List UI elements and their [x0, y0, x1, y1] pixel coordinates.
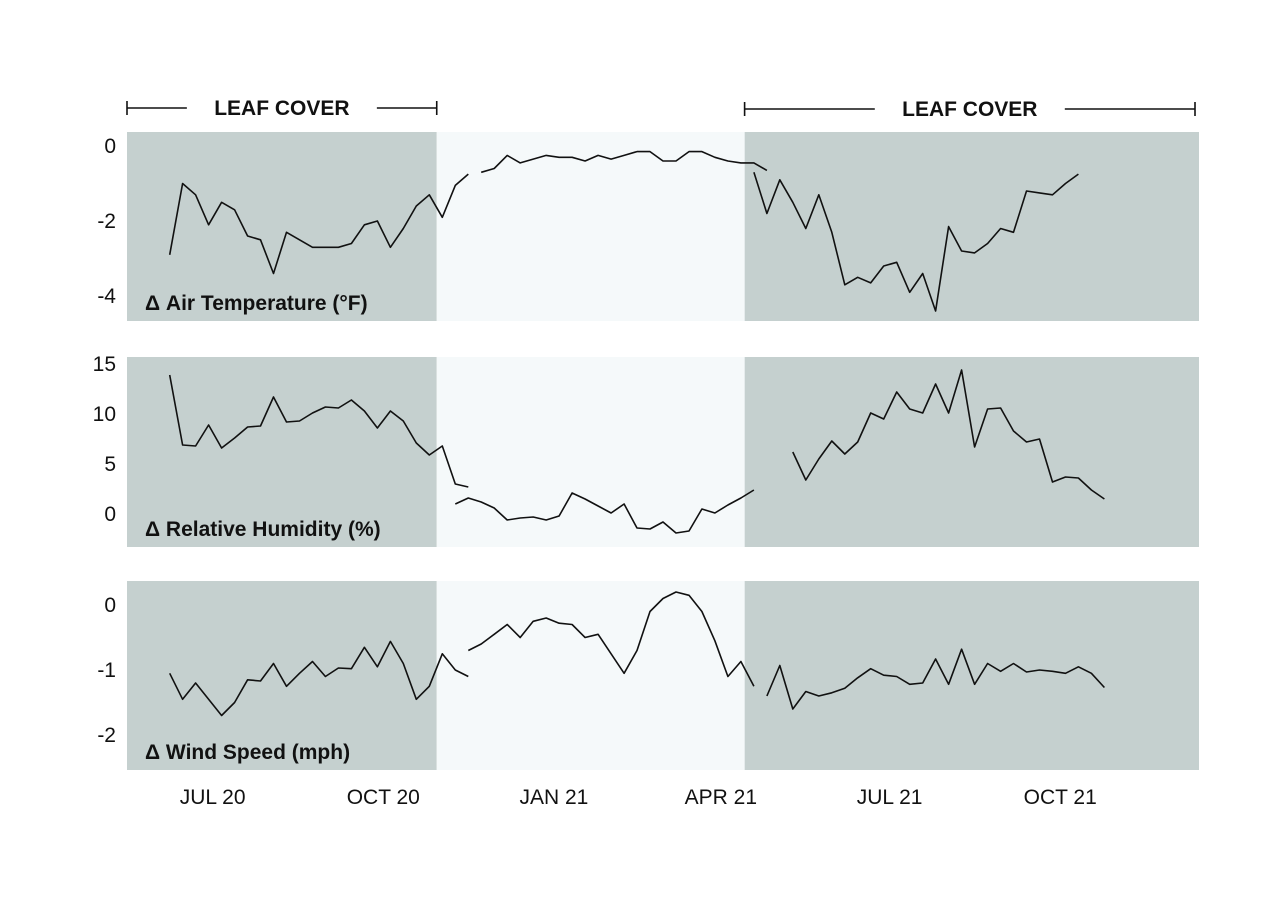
- panel-title: Δ Air Temperature (°F): [145, 292, 368, 315]
- x-tick-label: JAN 21: [519, 786, 588, 809]
- leaf-cover-band: [744, 132, 1199, 321]
- series-line: [792, 369, 1105, 500]
- chart-panel: 15 10 5 0 Δ Relative Humidity (%): [93, 353, 1105, 541]
- x-tick-label: JUL 20: [180, 786, 246, 809]
- y-tick-label: 10: [93, 403, 116, 426]
- y-tick-label: 5: [104, 453, 116, 476]
- chart-panels: 0 -2 -4 Δ Air Temperature (°F) 15 10 5 0 Δ Relat…: [93, 135, 1105, 764]
- series-line: [467, 591, 755, 687]
- series-line: [480, 150, 768, 174]
- bare-period-band: [436, 132, 745, 321]
- y-tick-label: -4: [97, 285, 116, 308]
- leaf-cover-band: [744, 357, 1199, 547]
- x-tick-label: OCT 21: [1024, 786, 1097, 809]
- x-axis: JUL 20 OCT 20 JAN 21 APR 21 JUL 21 OCT 21: [180, 786, 1097, 809]
- series-line: [168, 173, 469, 275]
- series-line: [168, 640, 469, 717]
- y-tick-label: 0: [104, 503, 116, 526]
- leaf-cover-header: LEAF COVER: [743, 98, 1196, 121]
- leaf-cover-headers: LEAF COVER LEAF COVER: [126, 97, 1196, 121]
- bare-period-band: [436, 581, 745, 770]
- background-bands: [127, 132, 1199, 770]
- y-tick-label: -1: [97, 659, 116, 682]
- panel-title: Δ Wind Speed (mph): [145, 741, 350, 764]
- leaf-cover-band: [127, 132, 437, 321]
- chart-panel: 0 -2 -4 Δ Air Temperature (°F): [97, 135, 1079, 315]
- bare-period-band: [436, 357, 745, 547]
- series-line: [753, 172, 1079, 312]
- series-line: [168, 374, 469, 488]
- y-tick-label: -2: [97, 724, 116, 747]
- x-tick-label: APR 21: [685, 786, 757, 809]
- y-tick-label: 15: [93, 353, 116, 376]
- leaf-cover-band: [127, 357, 437, 547]
- y-tick-label: 0: [104, 135, 116, 158]
- x-tick-label: OCT 20: [347, 786, 420, 809]
- leaf-cover-band: [127, 581, 437, 770]
- leaf-cover-header: LEAF COVER: [126, 97, 438, 120]
- series-line: [454, 489, 755, 534]
- y-tick-label: 0: [104, 594, 116, 617]
- chart-panel: 0 -1 -2 Δ Wind Speed (mph): [97, 591, 1105, 764]
- x-tick-label: JUL 21: [857, 786, 923, 809]
- leaf-cover-label: LEAF COVER: [902, 98, 1037, 121]
- panel-title: Δ Relative Humidity (%): [145, 518, 381, 541]
- series-line: [766, 648, 1105, 710]
- leaf-cover-label: LEAF COVER: [214, 97, 349, 120]
- y-tick-label: -2: [97, 210, 116, 233]
